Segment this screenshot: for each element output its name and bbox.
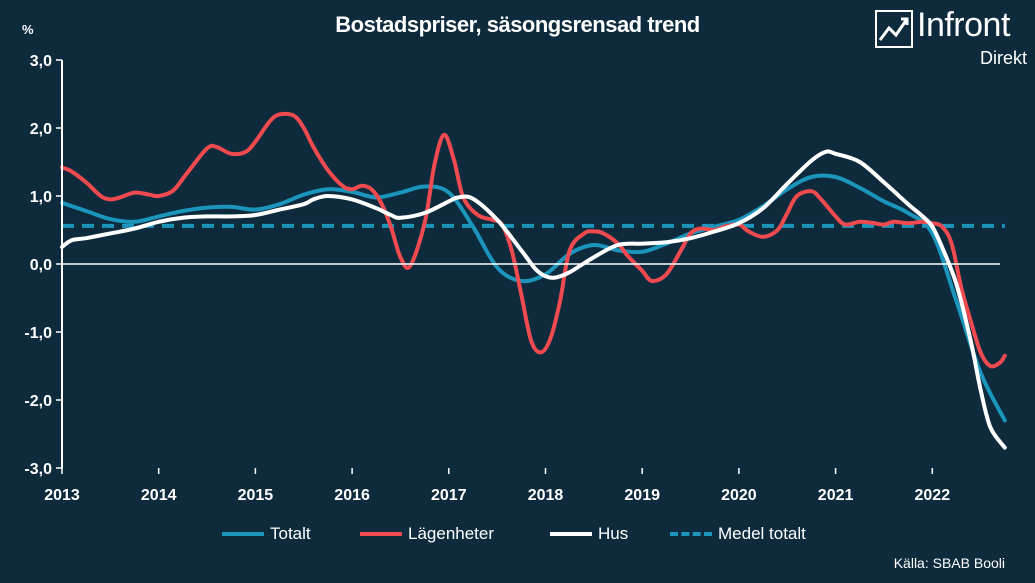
series-line-lagenheter [60,111,1007,369]
y-tick-label: -1,0 [24,325,52,342]
chart-title: Bostadspriser, säsongsrensad trend [335,12,700,37]
x-tick-label: 2014 [141,487,177,504]
x-tick-label: 2022 [915,487,951,504]
x-tick-label: 2015 [238,487,274,504]
legend-label-totalt: Totalt [270,524,311,543]
legend-item-totalt: Totalt [222,524,311,544]
source-note: Källa: SBAB Booli [893,555,1005,571]
x-tick-label: 2016 [334,487,370,504]
y-tick-label: -3,0 [24,461,52,478]
x-tick-label: 2013 [44,487,80,504]
chart-trend-icon [875,10,913,48]
y-tick-label: 1,0 [30,189,52,206]
legend-swatch-lagenheter [360,532,402,536]
legend: Totalt Lägenheter Hus Medel totalt [0,524,1035,548]
x-tick-label: 2019 [624,487,660,504]
legend-item-lagenheter: Lägenheter [360,524,494,544]
x-tick-label: 2020 [721,487,757,504]
y-axis-unit: % [22,22,34,37]
legend-swatch-totalt [222,532,264,536]
series-line-hus [60,149,1007,450]
y-tick-label: -2,0 [24,393,52,410]
logo-wordmark: Infront [917,6,1010,44]
x-tick-label: 2018 [528,487,564,504]
logo-subtitle: Direkt [979,48,1027,68]
legend-label-hus: Hus [598,524,629,543]
legend-label-lagenheter: Lägenheter [408,524,495,543]
y-tick-label: 0,0 [30,257,52,274]
y-tick-label: 2,0 [30,121,52,138]
legend-item-hus: Hus [550,524,628,544]
series-line-totalt [60,173,1007,423]
x-tick-label: 2017 [431,487,467,504]
y-tick-label: 3,0 [30,53,52,70]
legend-label-medel-totalt: Medel totalt [718,524,806,543]
infront-logo: Infront Direkt [875,6,1027,76]
legend-swatch-medel-totalt [670,532,712,536]
legend-swatch-hus [550,532,592,536]
x-tick-label: 2021 [818,487,854,504]
legend-item-medel-totalt: Medel totalt [670,524,806,544]
